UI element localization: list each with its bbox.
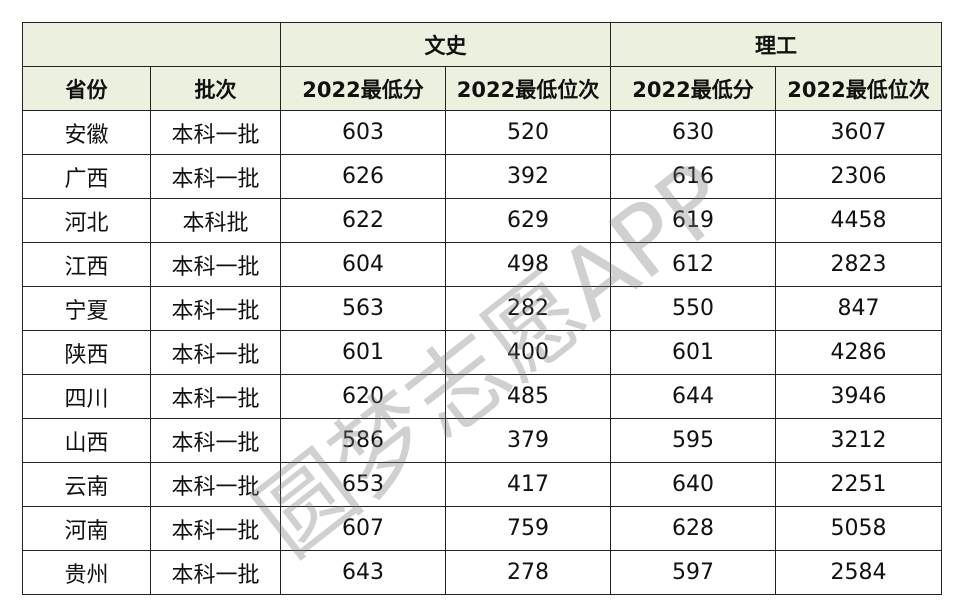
- table-cell: 626: [280, 154, 446, 199]
- table-row: 四川 本科一批 620 485 644 3946: [22, 374, 942, 419]
- table-body: 安徽 本科一批 603 520 630 3607 广西 本科一批 626 392 616 2306 河北…: [22, 110, 942, 595]
- table-cell: 4286: [775, 330, 942, 375]
- table-cell: 本科一批: [150, 506, 281, 551]
- table-cell: 607: [280, 506, 446, 551]
- table-cell: 本科一批: [150, 330, 281, 375]
- table-row: 安徽 本科一批 603 520 630 3607: [22, 110, 942, 155]
- table-cell: 四川: [22, 374, 151, 419]
- table-cell: 847: [775, 286, 942, 331]
- table-cell: 603: [280, 110, 446, 155]
- table-cell: 江西: [22, 242, 151, 287]
- column-header: 2022最低位次: [445, 66, 611, 111]
- table-cell: 601: [280, 330, 446, 375]
- table-row: 宁夏 本科一批 563 282 550 847: [22, 286, 942, 331]
- table-cell: 本科一批: [150, 154, 281, 199]
- table-cell: 653: [280, 462, 446, 507]
- column-header: 2022最低分: [280, 66, 446, 111]
- column-row: 省份 批次 2022最低分 2022最低位次 2022最低分 2022最低位次: [22, 66, 942, 111]
- table-cell: 安徽: [22, 110, 151, 155]
- table-cell: 622: [280, 198, 446, 243]
- column-header: 2022最低分: [610, 66, 776, 111]
- table-cell: 563: [280, 286, 446, 331]
- table-row: 贵州 本科一批 643 278 597 2584: [22, 550, 942, 595]
- table-cell: 广西: [22, 154, 151, 199]
- table-row: 云南 本科一批 653 417 640 2251: [22, 462, 942, 507]
- table-cell: 河南: [22, 506, 151, 551]
- table-cell: 4458: [775, 198, 942, 243]
- table-cell: 620: [280, 374, 446, 419]
- table-cell: 本科一批: [150, 242, 281, 287]
- table-cell: 本科批: [150, 198, 281, 243]
- table-cell: 2584: [775, 550, 942, 595]
- group-row: 文史 理工: [22, 22, 942, 67]
- table-row: 广西 本科一批 626 392 616 2306: [22, 154, 942, 199]
- table-cell: 597: [610, 550, 776, 595]
- table-cell: 贵州: [22, 550, 151, 595]
- table-cell: 604: [280, 242, 446, 287]
- table-cell: 601: [610, 330, 776, 375]
- group-header: 文史: [280, 22, 611, 67]
- table-cell: 640: [610, 462, 776, 507]
- table-cell: 3946: [775, 374, 942, 419]
- table-cell: 本科一批: [150, 550, 281, 595]
- column-header: 批次: [150, 66, 281, 111]
- table-row: 陕西 本科一批 601 400 601 4286: [22, 330, 942, 375]
- table-cell: 宁夏: [22, 286, 151, 331]
- table-cell: 550: [610, 286, 776, 331]
- table-row: 河北 本科批 622 629 619 4458: [22, 198, 942, 243]
- score-table: 文史 理工 省份 批次 2022最低分 2022最低位次 2022最低分 2022最低位次…: [22, 22, 942, 595]
- corner-cell: [22, 22, 281, 67]
- table-cell: 云南: [22, 462, 151, 507]
- table-cell: 本科一批: [150, 462, 281, 507]
- table-cell: 本科一批: [150, 418, 281, 463]
- table-cell: 400: [445, 330, 611, 375]
- table-cell: 643: [280, 550, 446, 595]
- table-cell: 3607: [775, 110, 942, 155]
- group-header: 理工: [610, 22, 942, 67]
- table-cell: 586: [280, 418, 446, 463]
- table-cell: 612: [610, 242, 776, 287]
- table-cell: 485: [445, 374, 611, 419]
- table-cell: 595: [610, 418, 776, 463]
- column-header: 省份: [22, 66, 151, 111]
- table-cell: 278: [445, 550, 611, 595]
- table-cell: 520: [445, 110, 611, 155]
- table-cell: 759: [445, 506, 611, 551]
- table-cell: 2306: [775, 154, 942, 199]
- table-cell: 379: [445, 418, 611, 463]
- table-row: 江西 本科一批 604 498 612 2823: [22, 242, 942, 287]
- table-cell: 2251: [775, 462, 942, 507]
- table-cell: 619: [610, 198, 776, 243]
- table-cell: 282: [445, 286, 611, 331]
- table-cell: 498: [445, 242, 611, 287]
- table-cell: 629: [445, 198, 611, 243]
- table-cell: 陕西: [22, 330, 151, 375]
- table-cell: 河北: [22, 198, 151, 243]
- table-cell: 本科一批: [150, 286, 281, 331]
- table-cell: 417: [445, 462, 611, 507]
- table-cell: 本科一批: [150, 110, 281, 155]
- table-head: 文史 理工 省份 批次 2022最低分 2022最低位次 2022最低分 2022最低位次: [22, 22, 942, 111]
- table-row: 河南 本科一批 607 759 628 5058: [22, 506, 942, 551]
- table-cell: 644: [610, 374, 776, 419]
- table-cell: 山西: [22, 418, 151, 463]
- column-header: 2022最低位次: [775, 66, 942, 111]
- table-row: 山西 本科一批 586 379 595 3212: [22, 418, 942, 463]
- table-cell: 392: [445, 154, 611, 199]
- table-cell: 616: [610, 154, 776, 199]
- table-cell: 3212: [775, 418, 942, 463]
- table-cell: 5058: [775, 506, 942, 551]
- table-cell: 2823: [775, 242, 942, 287]
- table-cell: 本科一批: [150, 374, 281, 419]
- table-cell: 630: [610, 110, 776, 155]
- table-cell: 628: [610, 506, 776, 551]
